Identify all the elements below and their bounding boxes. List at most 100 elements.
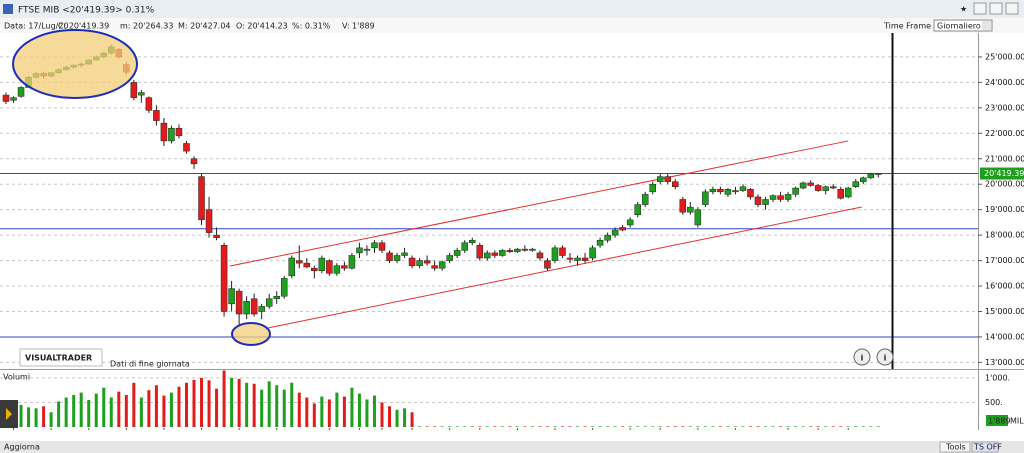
volume-bar: [139, 397, 143, 427]
logo-subtitle: Dati di fine giornata: [110, 360, 190, 369]
candle-body: [844, 187, 852, 198]
volume-bar: [508, 426, 512, 427]
volume-bar: [19, 404, 23, 427]
candle-body: [461, 242, 468, 251]
volume-bar: [748, 426, 752, 427]
volume-bar: [779, 426, 783, 427]
candle-body: [732, 190, 739, 193]
minimize-button[interactable]: [973, 2, 987, 15]
select-arrow[interactable]: [982, 21, 991, 30]
candle-body: [431, 265, 438, 269]
close-button[interactable]: [1005, 2, 1019, 15]
candle-body: [596, 239, 604, 246]
volume-bar: [410, 412, 414, 427]
candle-body: [393, 255, 401, 261]
volume-bar: [545, 426, 549, 427]
candle-body: [687, 206, 694, 213]
tools-label: Tools: [945, 443, 966, 452]
last-volume: 1'889: [988, 417, 1011, 426]
volume-bar: [162, 395, 166, 427]
update-button[interactable]: Aggiorna: [4, 443, 40, 452]
candle-body: [288, 257, 296, 277]
candle-body: [10, 97, 17, 101]
volume-bar: [733, 426, 737, 427]
logo-box: [19, 348, 103, 367]
candle-body: [416, 260, 423, 266]
info-icon-glyph: i: [884, 354, 887, 363]
volume-bar: [252, 383, 256, 427]
candle-body: [702, 191, 709, 205]
volume-bar: [794, 426, 798, 427]
volume-bar: [132, 382, 136, 427]
volume-bar: [297, 392, 301, 427]
info-icon[interactable]: [876, 348, 894, 366]
volume-bar: [839, 426, 843, 427]
volume-bar: [696, 426, 700, 427]
volume-bar: [380, 402, 384, 427]
volume-bar: [320, 396, 324, 427]
candle-body: [438, 261, 446, 269]
window-icon: [3, 4, 13, 14]
candle-body: [777, 195, 784, 200]
candle-body: [453, 250, 461, 256]
maximize-button[interactable]: [989, 2, 1003, 15]
status-bar: [0, 441, 1024, 453]
volume-bar: [553, 426, 557, 427]
volume-bar: [275, 385, 279, 427]
overlay: 20'419.39: [980, 167, 1024, 180]
candle-body: [333, 265, 341, 274]
volume-bar: [395, 409, 399, 427]
candle-body: [641, 194, 649, 205]
volume-bar: [621, 426, 625, 427]
candle-body: [190, 158, 198, 165]
volume-bar: [636, 426, 640, 427]
candle-body: [807, 182, 814, 186]
candle-body: [536, 252, 544, 259]
candle-body: [499, 250, 506, 256]
volume-bar: [222, 370, 226, 427]
time-frame-label: Time Frame: [883, 22, 931, 31]
candle-body: [213, 234, 220, 238]
candle-body: [183, 143, 190, 152]
side-toggle-arrow: [6, 408, 12, 420]
candle-body: [484, 252, 491, 259]
candle-body: [611, 229, 619, 236]
volume-bar: [530, 426, 534, 427]
y-tick-label: 22'000.00: [985, 129, 1024, 138]
time-frame-value: Giornaliero: [937, 22, 981, 31]
volume-bar: [703, 426, 707, 427]
candle-body: [747, 189, 754, 198]
volume-bar: [207, 380, 211, 427]
candle-body: [799, 182, 807, 189]
candle-body: [371, 242, 378, 249]
volume-bar: [418, 426, 422, 427]
candle-body: [258, 306, 265, 312]
volume-tick-label: 1'000.: [985, 373, 1010, 382]
ts-button[interactable]: [971, 441, 999, 453]
price-panel: [0, 33, 1024, 370]
volume-bar: [711, 426, 715, 427]
candle-body: [491, 252, 499, 256]
volume-bar: [591, 426, 595, 427]
candle-body: [529, 248, 536, 251]
volume-bar: [192, 379, 196, 427]
candle-body: [634, 204, 641, 216]
candle-body: [514, 248, 521, 252]
title-bar: [0, 0, 1024, 18]
info-icon[interactable]: [853, 348, 871, 366]
volume-bar: [342, 396, 346, 427]
volume-bar: [816, 426, 820, 427]
logo: VISUALTRADER: [25, 354, 92, 363]
favorite-star[interactable]: ★: [960, 5, 967, 14]
candle-body: [386, 252, 393, 261]
candle-body: [762, 199, 769, 205]
candle-body: [265, 298, 273, 307]
volume-bar: [87, 399, 91, 427]
time-frame-select[interactable]: [933, 19, 993, 32]
volume-bar: [824, 426, 828, 427]
volume-bar: [312, 403, 316, 427]
volume-bar: [102, 387, 106, 427]
tools-button[interactable]: [939, 441, 971, 453]
volume-bar: [658, 426, 662, 427]
